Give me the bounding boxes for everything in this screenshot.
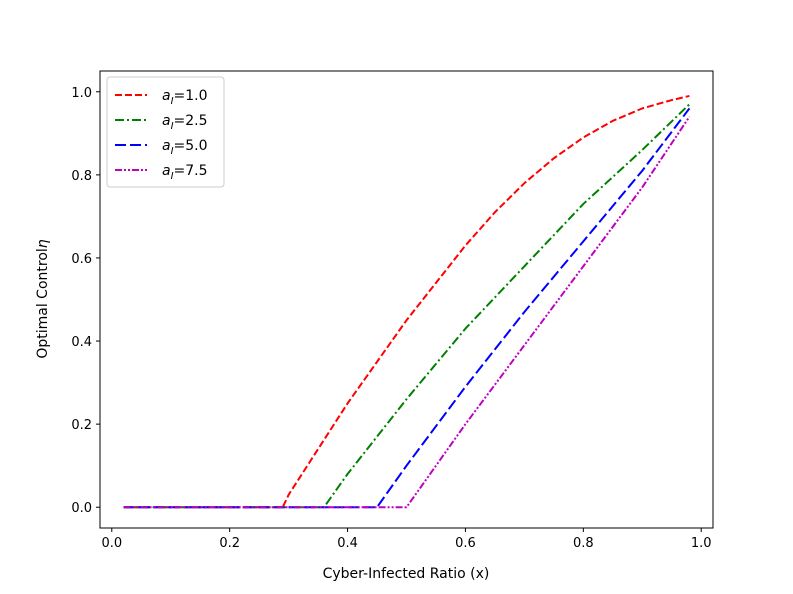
series-line bbox=[123, 107, 691, 509]
x-axis-label: Cyber-Infected Ratio (x) bbox=[323, 566, 490, 582]
y-tick-label: 0.8 bbox=[71, 169, 92, 184]
x-tick-label: 0.6 bbox=[455, 536, 476, 551]
y-tick-label: 0.2 bbox=[71, 418, 92, 433]
y-tick-label: 0.4 bbox=[71, 335, 92, 350]
series-line bbox=[123, 103, 691, 509]
y-tick-label: 0.6 bbox=[71, 252, 92, 267]
plot-frame bbox=[99, 70, 714, 529]
x-tick-label: 1.0 bbox=[691, 536, 712, 551]
legend-box bbox=[106, 76, 225, 188]
series-line bbox=[123, 116, 691, 509]
y-tick-label: 0.0 bbox=[71, 501, 92, 516]
y-tick-label: 1.0 bbox=[71, 86, 92, 101]
axis-ticks: 0.0 0.2 0.4 0.6 0.8 1.0 0.0 0.2 0.4 0.6 0.8 1.0 bbox=[71, 86, 711, 551]
legend-label: aI=7.5 bbox=[162, 163, 208, 182]
legend-label: aI=2.5 bbox=[162, 113, 208, 132]
x-tick-label: 0.4 bbox=[337, 536, 358, 551]
x-tick-label: 0.2 bbox=[219, 536, 240, 551]
legend-label: aI=1.0 bbox=[162, 88, 208, 107]
series-line bbox=[123, 94, 690, 509]
series-lines bbox=[123, 94, 691, 509]
y-axis-label: Optimal Controlη bbox=[35, 239, 51, 358]
legend-label: aI=5.0 bbox=[162, 138, 208, 157]
x-tick-label: 0.0 bbox=[101, 536, 122, 551]
x-tick-label: 0.8 bbox=[573, 536, 594, 551]
legend: aI=1.0 aI=2.5 aI=5.0 aI=7.5 bbox=[106, 76, 225, 188]
